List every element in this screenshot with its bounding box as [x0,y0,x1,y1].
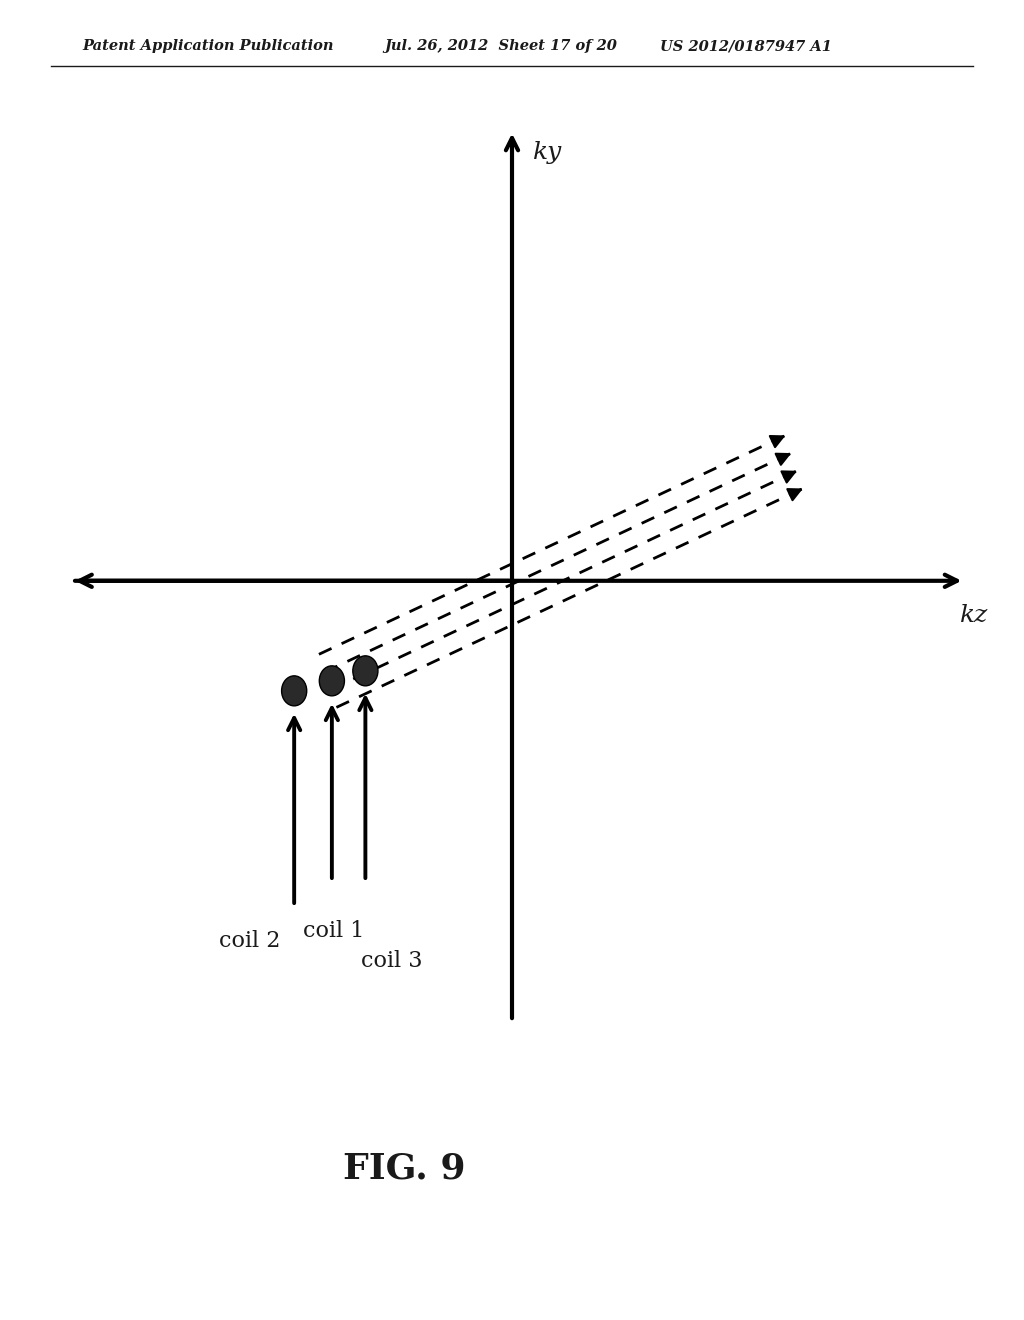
Text: Jul. 26, 2012  Sheet 17 of 20: Jul. 26, 2012 Sheet 17 of 20 [384,40,616,53]
Text: coil 3: coil 3 [361,950,423,972]
Text: kz: kz [961,605,988,627]
Circle shape [282,676,307,706]
Text: coil 1: coil 1 [302,920,364,942]
Text: US 2012/0187947 A1: US 2012/0187947 A1 [660,40,833,53]
Circle shape [353,656,378,686]
Text: ky: ky [532,141,562,164]
Text: coil 2: coil 2 [219,931,281,952]
Text: FIG. 9: FIG. 9 [343,1151,466,1185]
Circle shape [319,665,344,696]
Text: Patent Application Publication: Patent Application Publication [82,40,334,53]
